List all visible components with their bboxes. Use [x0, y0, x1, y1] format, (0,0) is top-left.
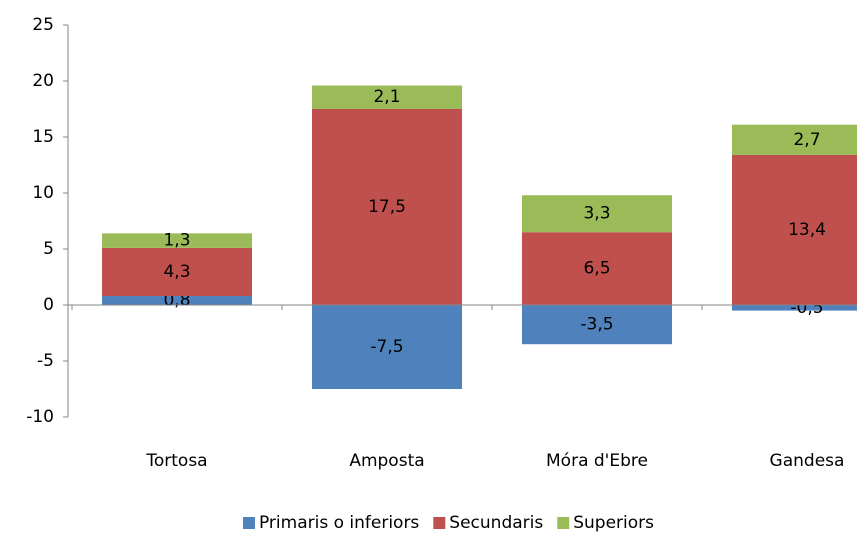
data-label: 4,3 — [163, 262, 190, 282]
x-tick-label: Amposta — [349, 451, 424, 471]
bar — [312, 305, 462, 389]
y-tick-label: 0 — [43, 295, 54, 315]
bar — [522, 305, 672, 345]
bar — [522, 195, 672, 233]
bar — [732, 124, 857, 155]
legend-label: Secundaris — [449, 513, 543, 533]
legend-swatch — [242, 517, 255, 529]
data-label: 2,7 — [793, 130, 820, 150]
bar — [312, 85, 462, 109]
data-label: 1,3 — [163, 231, 190, 251]
data-label: -3,5 — [580, 315, 613, 335]
data-label: 13,4 — [788, 220, 826, 240]
legend-label: Superiors — [573, 513, 654, 533]
data-label: 3,3 — [583, 204, 610, 224]
bar — [732, 154, 857, 305]
y-tick-label: -10 — [26, 407, 54, 427]
y-tick-label: -5 — [37, 351, 54, 371]
y-tick-label: 25 — [32, 15, 54, 35]
legend-swatch — [557, 517, 570, 529]
bar — [522, 232, 672, 305]
bar — [102, 296, 252, 305]
y-tick-label: 5 — [43, 239, 54, 259]
bar — [312, 109, 462, 305]
bar — [102, 233, 252, 248]
y-tick-label: 15 — [32, 127, 54, 147]
x-tick-label: Móra d'Ebre — [546, 451, 648, 471]
data-label: 17,5 — [368, 197, 406, 217]
x-tick-label: Gandesa — [770, 451, 845, 471]
bar — [732, 305, 857, 311]
data-label: 2,1 — [373, 87, 400, 107]
data-label: -7,5 — [370, 337, 403, 357]
x-tick-label: Tortosa — [145, 451, 207, 471]
legend-swatch — [433, 517, 446, 529]
data-label: 6,5 — [583, 259, 610, 279]
y-tick-label: 20 — [32, 71, 54, 91]
y-tick-label: 10 — [32, 183, 54, 203]
bar — [102, 247, 252, 297]
legend-label: Primaris o inferiors — [259, 513, 419, 533]
